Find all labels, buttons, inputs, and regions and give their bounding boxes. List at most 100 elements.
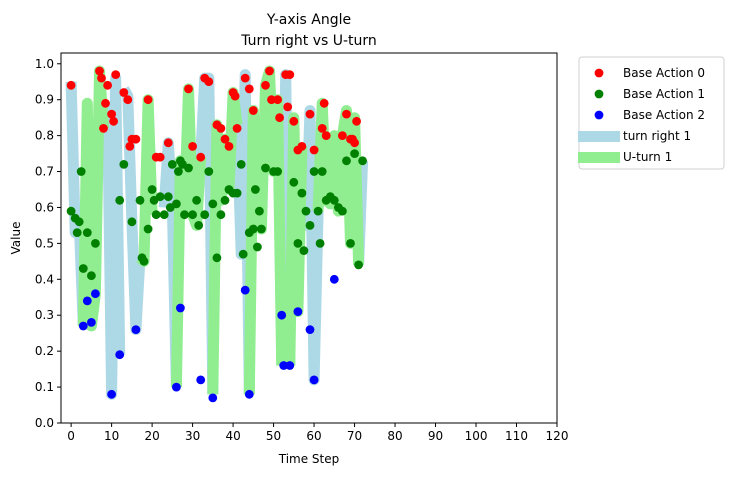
series-1-point-67: [338, 206, 347, 216]
series-2-point-10: [208, 393, 218, 403]
series-0-point-25: [220, 134, 230, 144]
series-1-point-49: [257, 224, 266, 234]
series-1-point-57: [301, 206, 311, 216]
x-tick-label-9: 90: [428, 429, 443, 443]
series-2-point-16: [293, 307, 303, 316]
series-0-point-31: [244, 84, 254, 94]
legend-swatch-3: [578, 131, 620, 142]
series-2-point-2: [87, 318, 96, 327]
series-0-point-33: [261, 80, 270, 90]
series-1-point-33: [200, 210, 210, 220]
series-1-point-10: [119, 160, 129, 169]
series-1-point-65: [329, 195, 339, 205]
series-2-point-13: [277, 310, 287, 320]
series-2-point-6: [131, 325, 141, 334]
x-axis-ticks: 0 10 20 30 40 50 60 70 80 90 100 110 120: [67, 423, 568, 443]
legend-label-4: U-turn 1: [623, 150, 672, 164]
x-tick-label-6: 60: [306, 429, 321, 443]
series-0-point-44: [305, 109, 315, 119]
series-1-point-2: [72, 228, 82, 238]
series-1-point-42: [236, 160, 246, 169]
series-1-point-32: [194, 221, 204, 230]
series-0-point-24: [216, 123, 226, 133]
y-tick-label-6: 0.6: [35, 200, 54, 214]
series-1-point-16: [147, 185, 157, 194]
series-0-point-28: [230, 91, 240, 101]
series-1-point-30: [188, 210, 198, 220]
series-0-point-7: [109, 116, 118, 126]
legend-label-1: Base Action 1: [623, 87, 705, 101]
series-0-point-46: [317, 123, 327, 133]
series-1-point-41: [232, 188, 242, 198]
series-2-point-7: [172, 382, 181, 392]
series-2-point-0: [78, 321, 88, 331]
series-2-point-17: [305, 325, 315, 334]
series-1-point-45: [248, 224, 258, 234]
series-2-point-3: [91, 289, 100, 299]
series-0-point-8: [111, 70, 121, 79]
series-0-point-32: [248, 106, 258, 115]
series-2-point-18: [309, 375, 319, 385]
series-1-point-20: [159, 210, 169, 220]
y-tick-label-1: 0.1: [35, 380, 54, 394]
series-2-point-19: [329, 274, 339, 284]
band-1-segment-5: [284, 112, 308, 366]
series-1-point-14: [139, 256, 149, 266]
x-tick-label-5: 50: [266, 429, 281, 443]
series-0-point-50: [342, 109, 351, 119]
series-1-point-31: [192, 195, 202, 205]
series-0-point-30: [240, 73, 250, 83]
series-2-point-14: [279, 361, 289, 370]
series-0-point-5: [103, 80, 112, 90]
legend: Base Action 0 Base Action 1 Base Action 2 t…: [578, 56, 725, 170]
series-0-point-19: [188, 142, 198, 151]
series-0-point-37: [275, 113, 284, 123]
series-1-point-60: [313, 206, 323, 216]
series-1-point-58: [305, 221, 315, 230]
x-tick-label-7: 70: [347, 429, 362, 443]
series-1-point-15: [143, 224, 153, 234]
x-tick-label-12: 120: [546, 429, 569, 443]
series-1-point-47: [253, 242, 262, 252]
series-1-point-4: [76, 167, 86, 176]
series-0-point-4: [101, 98, 110, 108]
series-1-point-8: [91, 239, 100, 248]
series-2-point-1: [82, 296, 92, 306]
series-1-point-6: [82, 228, 92, 238]
series-0-point-9: [119, 88, 129, 97]
series-2-point-12: [244, 389, 254, 399]
legend-label-3: turn right 1: [623, 129, 691, 143]
x-tick-label-1: 10: [104, 429, 119, 443]
series-0-point-10: [123, 95, 133, 105]
series-1-point-11: [127, 217, 137, 227]
series-1-point-68: [342, 156, 351, 166]
series-0-point-36: [273, 95, 282, 105]
series-1-point-29: [184, 163, 193, 173]
series-1-point-59: [309, 167, 319, 176]
x-tick-label-0: 0: [67, 429, 75, 443]
series-1-point-24: [172, 199, 181, 209]
series-0-point-17: [163, 138, 173, 148]
y-axis-ticks: 0.0 0.1 0.2 0.3 0.4 0.5 0.6 0.7 0.8 0.9 1.0: [35, 57, 61, 430]
series-1-point-9: [115, 195, 125, 205]
y-tick-label-2: 0.2: [35, 344, 54, 358]
series-1-point-43: [238, 249, 248, 259]
y-tick-label-3: 0.3: [35, 308, 54, 322]
plot-frame: [60, 52, 558, 424]
series-1-point-56: [299, 246, 309, 256]
y-axis-label: Value: [9, 222, 23, 255]
y-tick-label-7: 0.7: [35, 165, 54, 179]
series-0-point-2: [97, 73, 106, 83]
series-0-point-29: [232, 123, 242, 133]
series-1-point-72: [358, 156, 367, 166]
series-1-point-28: [180, 210, 189, 220]
series-0-point-48: [319, 98, 329, 108]
series-0-point-54: [352, 116, 361, 126]
series-1-point-19: [155, 192, 165, 202]
series-1-point-54: [293, 239, 303, 248]
series-1-point-71: [354, 260, 363, 270]
y-tick-label-5: 0.5: [35, 236, 54, 250]
series-0-point-53: [350, 138, 359, 148]
series-0-point-43: [297, 142, 307, 151]
series-0-point-20: [196, 152, 206, 162]
